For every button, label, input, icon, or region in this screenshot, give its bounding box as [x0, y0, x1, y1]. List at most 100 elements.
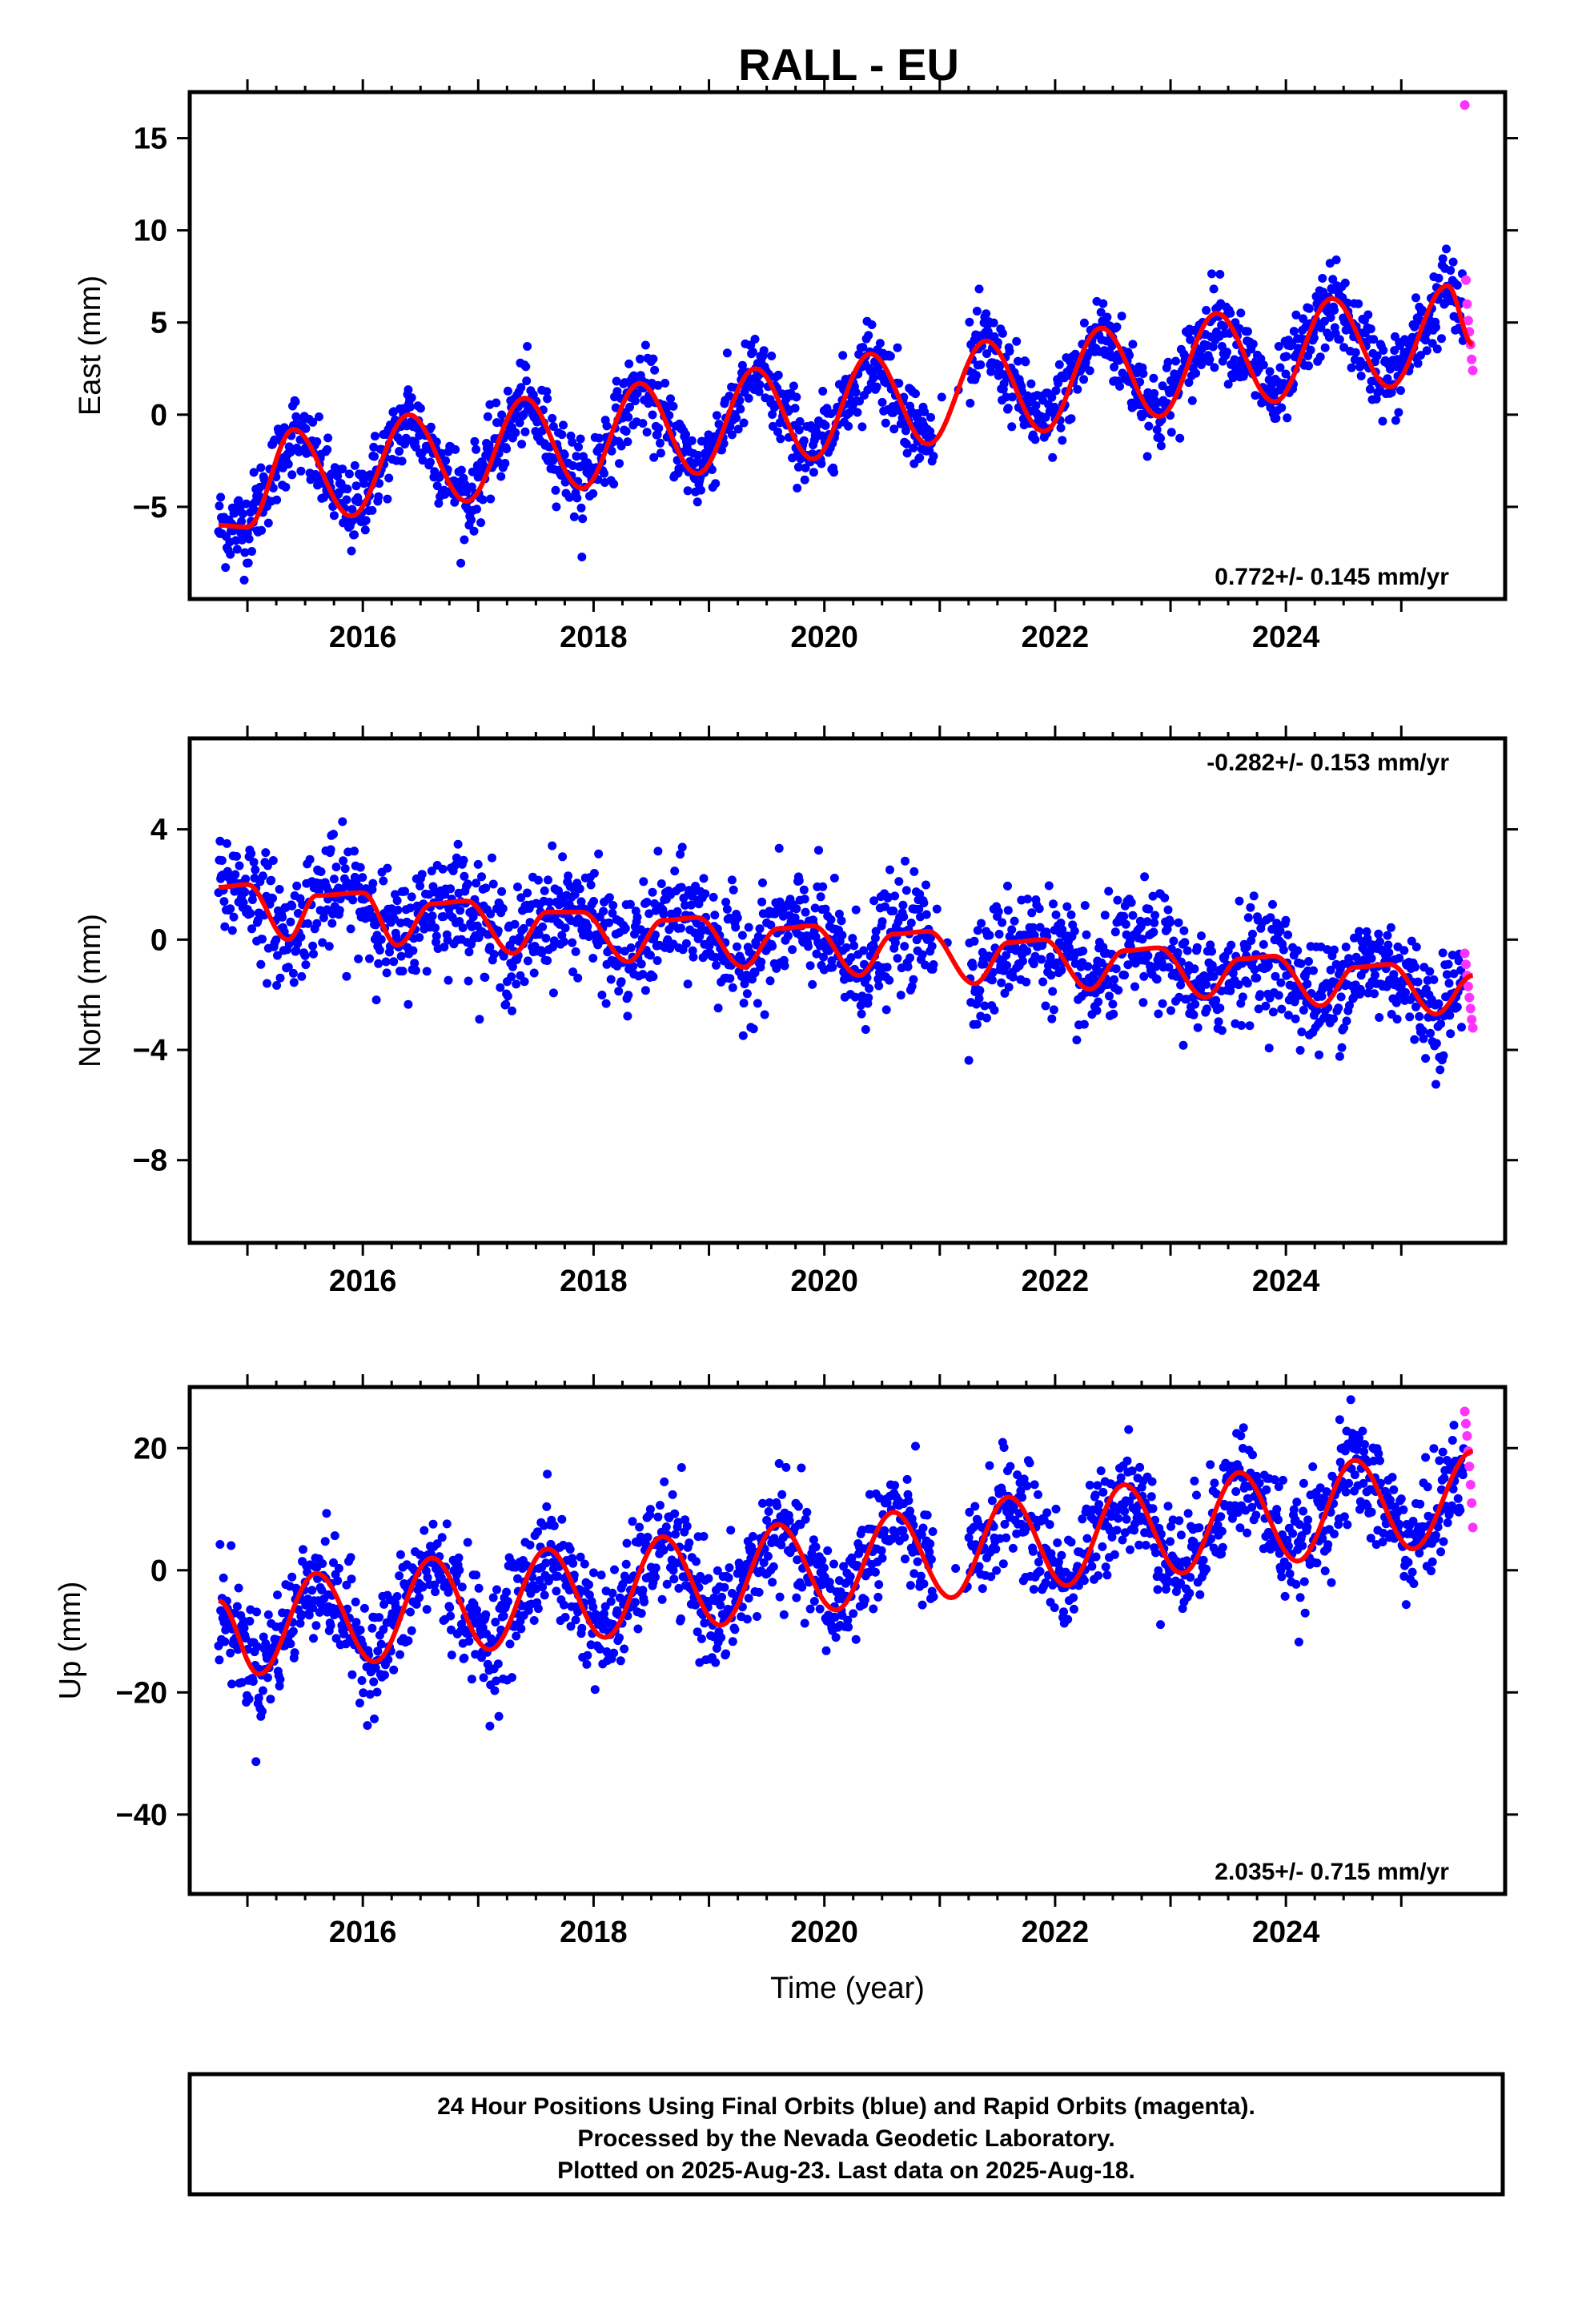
- final-orbit-point: [1268, 899, 1277, 909]
- final-orbit-point: [885, 352, 895, 361]
- final-orbit-point: [1143, 951, 1153, 960]
- final-orbit-point: [1396, 386, 1405, 396]
- final-orbit-point: [568, 938, 577, 947]
- final-orbit-point: [601, 999, 611, 1008]
- final-orbit-point: [297, 971, 307, 981]
- final-orbit-point: [305, 854, 315, 864]
- final-orbit-point: [1383, 931, 1392, 940]
- final-orbit-point: [226, 1648, 235, 1658]
- final-orbit-point: [447, 1625, 456, 1634]
- final-orbit-point: [972, 1019, 982, 1029]
- final-orbit-point: [467, 1675, 476, 1684]
- final-orbit-point: [316, 867, 326, 876]
- final-orbit-point: [964, 1055, 974, 1065]
- final-orbit-point: [442, 1519, 452, 1529]
- final-orbit-point: [1028, 923, 1038, 932]
- final-orbit-point: [426, 422, 436, 432]
- final-orbit-point: [1124, 1425, 1134, 1434]
- final-orbit-point: [921, 910, 931, 919]
- x-tick-label: 2024: [1252, 1265, 1320, 1298]
- final-orbit-point: [369, 1677, 379, 1687]
- final-orbit-point: [635, 1522, 644, 1532]
- final-orbit-point: [1356, 372, 1366, 380]
- final-orbit-point: [870, 1567, 880, 1577]
- final-orbit-point: [308, 941, 318, 951]
- final-orbit-point: [974, 994, 984, 1003]
- final-orbit-point: [1110, 1550, 1119, 1559]
- final-orbit-point: [792, 392, 801, 402]
- final-orbit-point: [1354, 299, 1363, 308]
- final-orbit-point: [657, 1594, 667, 1604]
- final-orbit-point: [711, 953, 721, 962]
- final-orbit-point: [608, 901, 618, 910]
- final-orbit-point: [1255, 990, 1265, 999]
- final-orbit-point: [620, 1644, 629, 1654]
- final-orbit-point: [1431, 1039, 1441, 1048]
- final-orbit-point: [508, 962, 517, 971]
- final-orbit-point: [1442, 970, 1452, 979]
- final-orbit-point: [827, 956, 837, 966]
- final-orbit-point: [1419, 1034, 1428, 1043]
- final-orbit-point: [851, 905, 861, 915]
- model-fit-line: [219, 882, 1473, 1017]
- final-orbit-point: [1371, 971, 1379, 980]
- final-orbit-point: [1186, 335, 1195, 344]
- final-orbit-point: [256, 959, 266, 969]
- final-orbit-point: [239, 1616, 248, 1626]
- final-orbit-point: [1317, 991, 1327, 1001]
- final-orbit-point: [1164, 963, 1174, 972]
- final-orbit-point: [674, 1583, 684, 1593]
- final-orbit-point: [1110, 975, 1119, 984]
- final-orbit-point: [737, 931, 747, 940]
- final-orbit-point: [355, 1625, 365, 1634]
- final-orbit-point: [215, 1655, 224, 1665]
- final-orbit-point: [841, 943, 851, 952]
- final-orbit-point: [371, 995, 381, 1005]
- final-orbit-point: [733, 942, 741, 951]
- final-orbit-point: [574, 442, 583, 452]
- final-orbit-point: [493, 926, 503, 935]
- final-orbit-point: [446, 1611, 456, 1621]
- final-orbit-point: [1147, 1477, 1157, 1486]
- final-orbit-point: [733, 424, 743, 434]
- final-orbit-point: [485, 1721, 495, 1731]
- final-orbit-point: [372, 1687, 382, 1697]
- final-orbit-point: [491, 1618, 500, 1626]
- final-orbit-point: [921, 880, 930, 890]
- final-orbit-point: [1202, 979, 1211, 989]
- final-orbit-point: [384, 473, 394, 483]
- final-orbit-point: [583, 922, 592, 931]
- final-orbit-point: [1259, 360, 1268, 370]
- final-orbit-point: [851, 388, 861, 397]
- final-orbit-point: [418, 1582, 428, 1592]
- final-orbit-point: [1144, 904, 1154, 914]
- final-orbit-point: [800, 1618, 809, 1628]
- final-orbit-point: [1013, 1470, 1022, 1480]
- final-orbit-point: [812, 949, 821, 959]
- x-tick-label: 2016: [329, 621, 397, 654]
- final-orbit-point: [760, 1010, 769, 1019]
- final-orbit-point: [1135, 1462, 1145, 1472]
- final-orbit-point: [721, 1649, 731, 1659]
- final-orbit-point: [1002, 951, 1011, 960]
- final-orbit-point: [472, 444, 481, 454]
- final-orbit-point: [859, 946, 869, 955]
- final-orbit-point: [1102, 312, 1112, 322]
- final-orbit-point: [1239, 1423, 1248, 1433]
- final-orbit-point: [1289, 327, 1299, 336]
- final-orbit-point: [323, 433, 333, 443]
- final-orbit-point: [1309, 333, 1319, 343]
- final-orbit-point: [615, 1633, 624, 1642]
- final-orbit-point: [1049, 899, 1058, 909]
- final-orbit-point: [1236, 308, 1246, 318]
- final-orbit-point: [237, 535, 247, 545]
- final-orbit-point: [273, 951, 282, 960]
- final-orbit-point: [1082, 930, 1091, 939]
- final-orbit-point: [1340, 278, 1350, 287]
- final-orbit-point: [1138, 935, 1147, 944]
- final-orbit-point: [1134, 1540, 1144, 1550]
- final-orbit-point: [1082, 1534, 1092, 1543]
- final-orbit-point: [648, 887, 657, 897]
- final-orbit-point: [351, 1597, 360, 1606]
- final-orbit-point: [1457, 1023, 1466, 1032]
